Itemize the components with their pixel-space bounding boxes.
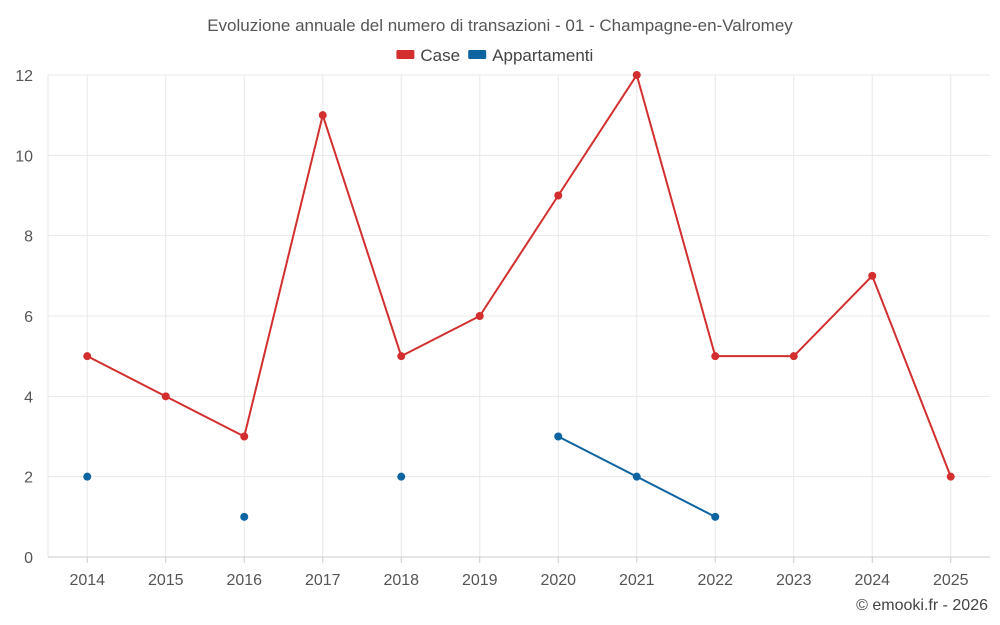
x-tick-label: 2022 xyxy=(697,572,733,589)
data-point-case[interactable] xyxy=(83,352,92,361)
data-point-case[interactable] xyxy=(397,352,406,361)
series-line-case xyxy=(86,74,952,478)
legend-label: Case xyxy=(420,46,460,65)
y-tick-label: 4 xyxy=(24,389,33,406)
x-tick-label: 2023 xyxy=(776,572,812,589)
legend-swatch xyxy=(396,50,415,59)
data-point-case[interactable] xyxy=(161,392,170,401)
series-layer xyxy=(83,71,955,521)
y-tick-label: 8 xyxy=(24,229,33,246)
x-tick-label: 2025 xyxy=(933,572,969,589)
data-point-case[interactable] xyxy=(711,352,720,361)
y-tick-label: 6 xyxy=(24,309,33,326)
legend-label: Appartamenti xyxy=(492,46,593,65)
y-tick-label: 2 xyxy=(24,470,33,487)
data-point-appartamenti[interactable] xyxy=(240,512,249,521)
legend-swatch xyxy=(468,50,487,59)
data-point-appartamenti[interactable] xyxy=(554,432,563,441)
axes: 0 2 4 6 8 10 12 2014 2015 2016 2017 2018 2019 2020 202… xyxy=(15,68,990,589)
y-tick-label: 12 xyxy=(15,68,33,85)
legend-item-appartamenti[interactable]: Appartamenti xyxy=(468,46,593,65)
y-tick-label: 10 xyxy=(15,148,33,165)
x-tick-label: 2020 xyxy=(540,572,576,589)
y-tick-label: 0 xyxy=(24,550,33,567)
data-point-case[interactable] xyxy=(789,352,798,361)
data-point-case[interactable] xyxy=(554,191,563,200)
x-tick-label: 2024 xyxy=(854,572,890,589)
data-point-case[interactable] xyxy=(946,472,955,481)
data-point-case[interactable] xyxy=(632,71,641,79)
x-tick-label: 2016 xyxy=(226,572,262,589)
series-appartamenti xyxy=(83,432,720,521)
legend-item-case[interactable]: Case xyxy=(396,46,460,65)
x-tick-label: 2017 xyxy=(305,572,341,589)
credit-text: © emooki.fr - 2026 xyxy=(856,597,988,614)
data-point-appartamenti[interactable] xyxy=(83,472,92,481)
data-point-appartamenti[interactable] xyxy=(397,472,406,481)
grid-lines xyxy=(47,74,990,557)
chart-title: Evoluzione annuale del numero di transaz… xyxy=(207,16,793,35)
x-tick-label: 2021 xyxy=(619,572,655,589)
data-point-case[interactable] xyxy=(475,312,484,320)
legend: Case Appartamenti xyxy=(396,46,593,65)
data-point-case[interactable] xyxy=(868,271,877,280)
data-point-appartamenti[interactable] xyxy=(632,472,641,481)
x-tick-label: 2015 xyxy=(148,572,184,589)
x-tick-label: 2019 xyxy=(462,572,498,589)
series-case xyxy=(83,71,955,481)
data-point-case[interactable] xyxy=(240,432,249,441)
data-point-appartamenti[interactable] xyxy=(711,512,720,521)
x-tick-label: 2014 xyxy=(69,572,105,589)
data-point-case[interactable] xyxy=(318,111,327,120)
x-tick-label: 2018 xyxy=(383,572,419,589)
